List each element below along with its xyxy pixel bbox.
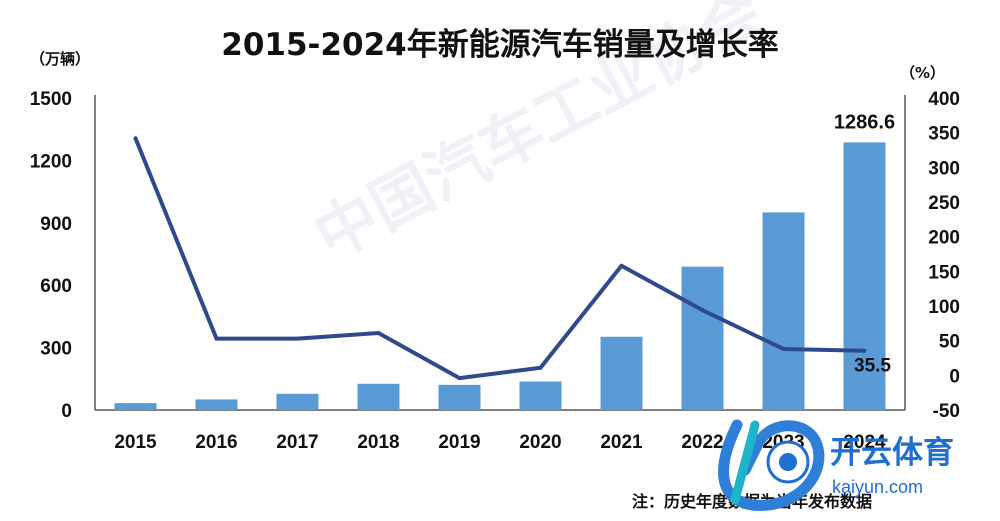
right-tick-label: 250 [928,193,960,214]
bar-series [114,142,886,410]
bar [762,212,805,410]
x-tick-label: 2022 [681,432,723,453]
bar [195,399,238,410]
left-tick-label: 600 [40,276,72,297]
x-tick-label: 2021 [600,432,643,453]
right-axis-unit: （%） [900,64,945,82]
right-tick-label: 50 [939,332,960,353]
right-tick-label: 300 [928,158,960,179]
line-point [214,336,219,341]
line-point [376,331,381,336]
right-tick-label: 0 [949,366,960,387]
line-point [619,263,624,268]
x-tick-label: 2024 [843,432,886,453]
right-tick-label: 200 [928,228,960,249]
brand-name: 开云体育 [830,435,954,471]
x-tick-label: 2020 [519,432,561,453]
growth-rate-line [133,137,865,381]
line-point [295,336,300,341]
x-tick-label: 2015 [114,432,157,453]
bar [843,142,886,410]
x-tick-label: 2018 [357,432,399,453]
line-data-label: 35.5 [854,356,891,377]
bar [357,383,400,410]
right-tick-label: -50 [933,401,960,422]
brand-logo: 开云体育 kaiyun.com [718,419,954,511]
x-tick-label: 2016 [195,432,237,453]
brand-logo-mark [718,419,825,511]
right-tick-label: 400 [928,89,960,110]
line-point [457,376,462,381]
line-point [700,308,705,313]
line-point [781,346,786,351]
line-series [133,136,867,381]
bar [276,393,319,410]
right-tick-label: 100 [928,297,960,318]
left-tick-label: 900 [40,214,72,235]
bar-data-label: 1286.6 [834,111,895,133]
left-tick-label: 0 [61,401,72,422]
bar [681,266,724,410]
line-point [862,348,867,353]
right-tick-label: 150 [928,262,960,283]
brand-url: kaiyun.com [832,477,923,497]
bar [438,384,481,410]
left-axis-unit: （万辆） [30,50,90,68]
chart-title: 2015-2024年新能源汽车销量及增长率 [221,27,778,63]
left-tick-label: 1500 [30,89,72,110]
right-axis-ticks: -50 0 50 100 150 200 250 300 350 400 [928,89,960,422]
left-axis-ticks: 0 300 600 900 1200 1500 [30,89,72,422]
data-labels: 1286.6 35.5 [834,111,895,376]
line-point [538,365,543,370]
left-tick-label: 300 [40,339,72,360]
bar [600,336,643,410]
left-tick-label: 1200 [30,151,72,172]
right-tick-label: 350 [928,124,960,145]
bar [114,403,157,410]
x-tick-label: 2017 [276,432,318,453]
line-point [133,136,138,141]
x-tick-label: 2019 [438,432,480,453]
bar [519,381,562,410]
